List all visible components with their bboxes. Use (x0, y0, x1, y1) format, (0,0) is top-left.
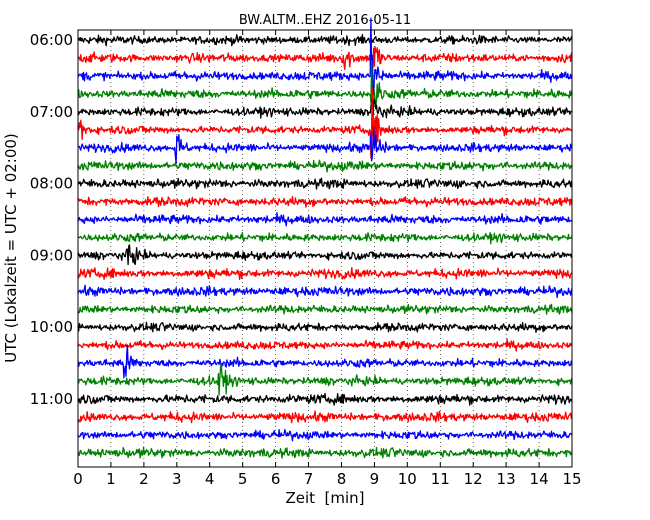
trace-0845 (77, 231, 573, 245)
trace-1130 (77, 428, 573, 442)
x-tick-label: 10 (398, 470, 417, 488)
y-tick-label: 10:00 (30, 318, 73, 336)
y-axis: 06:00 07:00 08:00 09:00 10:00 11:00 (30, 31, 83, 408)
chart-title: BW.ALTM..EHZ 2016-05-11 (239, 13, 411, 28)
trace-0700 (77, 99, 573, 119)
trace-0900 (77, 244, 573, 266)
x-tick-label: 1 (106, 470, 116, 488)
x-tick-label: 15 (562, 470, 581, 488)
trace-0615 (77, 46, 573, 79)
x-tick-label: 12 (464, 470, 483, 488)
y-tick-label: 06:00 (30, 31, 73, 49)
y-tick-label: 11:00 (30, 390, 73, 408)
x-tick-label: 4 (205, 470, 215, 488)
trace-0830 (77, 212, 573, 227)
x-axis-label: Zeit [min] (285, 489, 364, 507)
x-tick-label: 9 (370, 470, 380, 488)
x-tick-label: 5 (238, 470, 248, 488)
trace-0715 (77, 87, 573, 159)
trace-1000 (77, 321, 573, 333)
y-tick-label: 09:00 (30, 246, 73, 264)
trace-0800 (77, 177, 573, 190)
x-tick-label: 3 (172, 470, 182, 488)
trace-1015 (77, 338, 573, 352)
trace-0730 (77, 126, 573, 165)
x-tick-label: 6 (271, 470, 281, 488)
y-axis-label: UTC (Lokalzeit = UTC + 02:00) (2, 133, 20, 363)
plot-frame (77, 29, 573, 468)
x-tick-label: 13 (497, 470, 516, 488)
trace-1145 (77, 446, 573, 459)
x-axis: 0 1 2 3 4 5 6 7 8 9 10 11 12 13 14 15 (73, 30, 582, 488)
y-tick-label: 08:00 (30, 175, 73, 193)
trace-1030 (77, 344, 573, 379)
trace-1100 (77, 392, 573, 406)
trace-0915 (77, 267, 573, 281)
seismic-traces (77, 17, 573, 459)
y-tick-label: 07:00 (30, 103, 73, 121)
trace-0600 (77, 33, 573, 47)
x-tick-label: 8 (337, 470, 347, 488)
trace-0630 (77, 17, 573, 96)
trace-1045 (77, 363, 573, 396)
trace-0815 (77, 195, 573, 208)
trace-0930 (77, 284, 573, 299)
trace-1115 (77, 410, 573, 424)
trace-0645 (77, 60, 573, 129)
trace-0945 (77, 303, 573, 315)
x-tick-label: 14 (530, 470, 549, 488)
trace-0745 (77, 159, 573, 173)
x-tick-label: 11 (431, 470, 450, 488)
x-tick-label: 7 (304, 470, 314, 488)
x-tick-label: 2 (139, 470, 149, 488)
x-tick-label: 0 (73, 470, 83, 488)
